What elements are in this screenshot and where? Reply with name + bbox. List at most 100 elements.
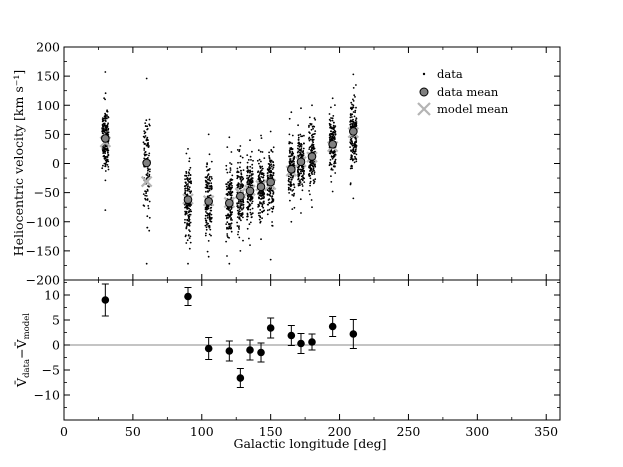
data-point bbox=[189, 174, 192, 176]
data-point bbox=[188, 223, 191, 226]
data-point bbox=[293, 206, 296, 209]
data-point bbox=[289, 176, 292, 179]
data-point bbox=[292, 194, 295, 197]
data-point bbox=[237, 175, 240, 178]
data-point bbox=[257, 193, 259, 195]
data-point bbox=[331, 157, 334, 160]
data-point bbox=[249, 204, 252, 206]
data-point bbox=[302, 169, 305, 172]
data-point bbox=[190, 204, 193, 206]
data-point bbox=[299, 149, 301, 152]
data-point bbox=[351, 159, 354, 162]
data-point bbox=[144, 190, 147, 193]
data-point bbox=[311, 104, 313, 107]
residual-point-135 bbox=[246, 339, 254, 361]
data-point bbox=[330, 175, 332, 178]
residual-point-165 bbox=[287, 325, 296, 346]
x-tick-label: 300 bbox=[465, 424, 489, 439]
data-point bbox=[293, 162, 295, 165]
data-point bbox=[239, 186, 242, 188]
data-point bbox=[355, 147, 357, 149]
data-mean-195 bbox=[328, 139, 337, 149]
data-point bbox=[226, 146, 229, 149]
data-point bbox=[145, 77, 148, 80]
legend-data-label: data bbox=[437, 67, 463, 81]
data-point bbox=[261, 172, 264, 174]
data-point bbox=[241, 156, 244, 159]
data-point bbox=[261, 203, 264, 206]
data-point bbox=[185, 152, 188, 155]
data-point bbox=[249, 169, 252, 172]
data-point bbox=[266, 172, 269, 175]
data-point bbox=[237, 185, 240, 188]
data-point bbox=[288, 141, 291, 143]
data-point bbox=[354, 155, 356, 158]
data-point bbox=[288, 187, 290, 190]
data-point bbox=[106, 125, 109, 128]
data-point bbox=[302, 154, 305, 157]
data-point bbox=[210, 209, 213, 212]
data-point bbox=[303, 177, 306, 180]
data-point bbox=[299, 133, 302, 136]
data-point bbox=[205, 226, 208, 229]
data-point bbox=[247, 177, 250, 179]
data-point bbox=[250, 216, 253, 219]
data-point bbox=[257, 206, 259, 208]
data-point bbox=[309, 182, 311, 185]
data-point bbox=[297, 134, 300, 137]
data-point bbox=[240, 201, 243, 203]
data-point bbox=[261, 211, 264, 214]
data-point bbox=[143, 205, 146, 207]
data-point bbox=[251, 150, 253, 153]
data-point bbox=[246, 161, 249, 164]
data-point bbox=[231, 174, 234, 177]
data-point bbox=[289, 152, 291, 154]
data-point bbox=[147, 168, 150, 171]
data-point bbox=[350, 106, 352, 109]
data-point bbox=[260, 134, 262, 137]
data-point bbox=[239, 250, 242, 252]
data-point bbox=[311, 170, 314, 173]
data-point bbox=[230, 208, 233, 210]
data-point bbox=[329, 126, 331, 129]
data-point bbox=[354, 138, 357, 140]
data-point bbox=[259, 216, 262, 219]
data-point bbox=[328, 136, 331, 139]
data-point bbox=[238, 236, 241, 239]
data-point bbox=[188, 190, 191, 193]
data-point bbox=[259, 165, 261, 168]
data-mean-90 bbox=[183, 195, 193, 204]
data-point bbox=[268, 201, 270, 204]
data-point bbox=[287, 183, 290, 186]
data-point bbox=[238, 208, 241, 211]
data-point bbox=[101, 167, 104, 170]
data-point bbox=[300, 175, 303, 178]
data-point bbox=[351, 103, 353, 106]
data-point bbox=[229, 213, 232, 216]
data-point bbox=[329, 159, 332, 161]
data-point bbox=[144, 194, 147, 197]
data-mean-150 bbox=[266, 177, 275, 187]
data-point bbox=[102, 164, 104, 167]
data-point bbox=[106, 147, 109, 150]
data-point bbox=[272, 146, 275, 149]
data-point bbox=[301, 183, 303, 186]
data-point bbox=[248, 182, 251, 185]
data-point bbox=[271, 189, 274, 192]
data-point bbox=[330, 155, 333, 158]
data-point bbox=[248, 174, 251, 177]
data-point bbox=[227, 187, 230, 190]
data-point bbox=[236, 177, 239, 180]
data-point bbox=[331, 119, 334, 122]
data-point bbox=[208, 233, 211, 236]
data-point bbox=[229, 162, 231, 164]
data-point bbox=[261, 194, 264, 197]
data-point bbox=[148, 200, 151, 203]
data-point bbox=[314, 118, 317, 121]
data-point bbox=[270, 165, 273, 168]
data-point bbox=[268, 155, 270, 157]
data-point bbox=[145, 144, 148, 147]
data-point bbox=[146, 215, 149, 218]
data-point bbox=[186, 177, 189, 179]
data-point bbox=[184, 221, 186, 224]
